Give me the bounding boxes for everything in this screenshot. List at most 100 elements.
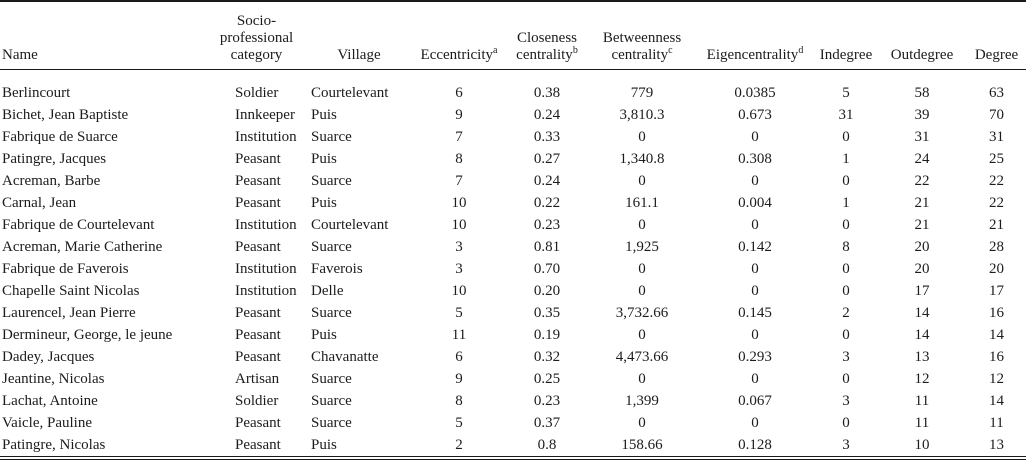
cell-eigencentrality: 0 [751, 261, 759, 277]
cell-betweenness: 1,399 [625, 393, 659, 409]
cell-indegree: 1 [842, 151, 850, 167]
cell-indegree: 0 [842, 415, 850, 431]
cell-eccentricity: 7 [455, 129, 463, 145]
cell-category: Peasant [235, 195, 281, 211]
cell-indegree: 3 [842, 393, 850, 409]
cell-eccentricity: 11 [451, 327, 467, 343]
cell-closeness: 0.8 [537, 437, 557, 453]
table-row: Acreman, Marie Catherine Peasant Suarce 3 0.… [0, 236, 1026, 258]
cell-betweenness: 0 [638, 371, 646, 387]
cell-indegree: 0 [842, 129, 850, 145]
cell-eigencentrality: 0 [751, 415, 759, 431]
cell-betweenness: 0 [638, 129, 646, 145]
cell-closeness: 0.24 [533, 107, 561, 123]
cell-eccentricity: 2 [455, 437, 463, 453]
cell-outdegree: 14 [914, 305, 930, 321]
cell-eigencentrality: 0 [751, 129, 759, 145]
column-header-name: Name [0, 1, 208, 70]
table-row: Laurencel, Jean Pierre Peasant Suarce 5 0.35… [0, 302, 1026, 324]
cell-name: Lachat, Antoine [2, 393, 98, 409]
cell-betweenness: 158.66 [621, 437, 663, 453]
cell-indegree: 5 [842, 85, 850, 101]
cell-category: Peasant [235, 327, 281, 343]
cell-indegree: 2 [842, 305, 850, 321]
cell-degree: 13 [989, 437, 1004, 453]
cell-closeness: 0.24 [533, 173, 561, 189]
cell-degree: 20 [989, 261, 1004, 277]
table-row: Bichet, Jean Baptiste Innkeeper Puis 9 0.24 3… [0, 104, 1026, 126]
cell-category: Artisan [235, 371, 280, 387]
cell-name: Acreman, Marie Catherine [2, 239, 163, 255]
cell-betweenness: 0 [638, 327, 646, 343]
cell-eigencentrality: 0.293 [738, 349, 772, 365]
cell-betweenness: 1,340.8 [619, 151, 665, 167]
table-row: Dadey, Jacques Peasant Chavanatte 6 0.32 4,47… [0, 346, 1026, 368]
cell-eccentricity: 8 [455, 393, 463, 409]
cell-closeness: 0.23 [533, 217, 561, 233]
table-row: Chapelle Saint Nicolas Institution Delle 10… [0, 280, 1026, 302]
cell-eigencentrality: 0.142 [738, 239, 772, 255]
column-header-degree: Degree [967, 1, 1026, 70]
cell-outdegree: 24 [914, 151, 930, 167]
cell-betweenness: 3,732.66 [615, 305, 669, 321]
cell-indegree: 0 [842, 173, 850, 189]
cell-closeness: 0.25 [533, 371, 561, 387]
cell-closeness: 0.35 [533, 305, 561, 321]
cell-closeness: 0.20 [533, 283, 561, 299]
table-row: Carnal, Jean Peasant Puis 10 0.22 161.1 0.004 1… [0, 192, 1026, 214]
column-header-eigencentrality: Eigencentralityd [695, 1, 815, 70]
column-header-outdegree: Outdegree [877, 1, 967, 70]
cell-eccentricity: 6 [455, 349, 463, 365]
cell-name: Acreman, Barbe [2, 173, 101, 189]
cell-eigencentrality: 0 [751, 371, 759, 387]
cell-eccentricity: 8 [455, 151, 463, 167]
cell-eigencentrality: 0.0385 [734, 85, 776, 101]
cell-village: Puis [311, 327, 337, 343]
cell-degree: 17 [989, 283, 1004, 299]
cell-name: Bichet, Jean Baptiste [2, 107, 129, 123]
table-row: Fabrique de Suarce Institution Suarce 7 0.33… [0, 126, 1026, 148]
cell-village: Courtelevant [311, 217, 389, 233]
column-header-category: Socio-professional category [208, 1, 305, 70]
cell-eigencentrality: 0.128 [738, 437, 772, 453]
cell-indegree: 0 [842, 217, 850, 233]
cell-degree: 14 [989, 393, 1004, 409]
cell-village: Delle [311, 283, 344, 299]
cell-indegree: 0 [842, 327, 850, 343]
cell-name: Fabrique de Suarce [2, 129, 118, 145]
cell-closeness: 0.70 [533, 261, 561, 277]
cell-betweenness: 0 [638, 283, 646, 299]
cell-degree: 14 [989, 327, 1004, 343]
cell-category: Institution [235, 129, 297, 145]
cell-name: Chapelle Saint Nicolas [2, 283, 140, 299]
cell-category: Peasant [235, 239, 281, 255]
cell-outdegree: 58 [914, 85, 930, 101]
cell-outdegree: 11 [914, 415, 930, 431]
cell-indegree: 3 [842, 437, 850, 453]
cell-degree: 12 [989, 371, 1004, 387]
cell-category: Institution [235, 283, 297, 299]
cell-category: Soldier [235, 393, 279, 409]
cell-indegree: 3 [842, 349, 850, 365]
cell-betweenness: 4,473.66 [615, 349, 669, 365]
cell-indegree: 8 [842, 239, 850, 255]
cell-eigencentrality: 0 [751, 283, 759, 299]
cell-name: Dermineur, George, le jeune [2, 327, 173, 343]
table-row: Patingre, Jacques Peasant Puis 8 0.27 1,340.8… [0, 148, 1026, 170]
cell-village: Suarce [311, 371, 352, 387]
cell-name: Vaicle, Pauline [2, 415, 92, 431]
cell-eccentricity: 10 [451, 217, 467, 233]
cell-category: Institution [235, 261, 297, 277]
cell-betweenness: 779 [630, 85, 654, 101]
column-header-village: Village [305, 1, 413, 70]
cell-category: Peasant [235, 151, 281, 167]
cell-village: Puis [311, 107, 337, 123]
cell-name: Carnal, Jean [2, 195, 77, 211]
cell-outdegree: 21 [914, 217, 930, 233]
cell-degree: 22 [989, 195, 1004, 211]
cell-outdegree: 14 [914, 327, 930, 343]
cell-outdegree: 20 [914, 261, 930, 277]
cell-eccentricity: 9 [455, 371, 463, 387]
cell-village: Courtelevant [311, 85, 389, 101]
footnote-marker-d: d [798, 45, 804, 56]
